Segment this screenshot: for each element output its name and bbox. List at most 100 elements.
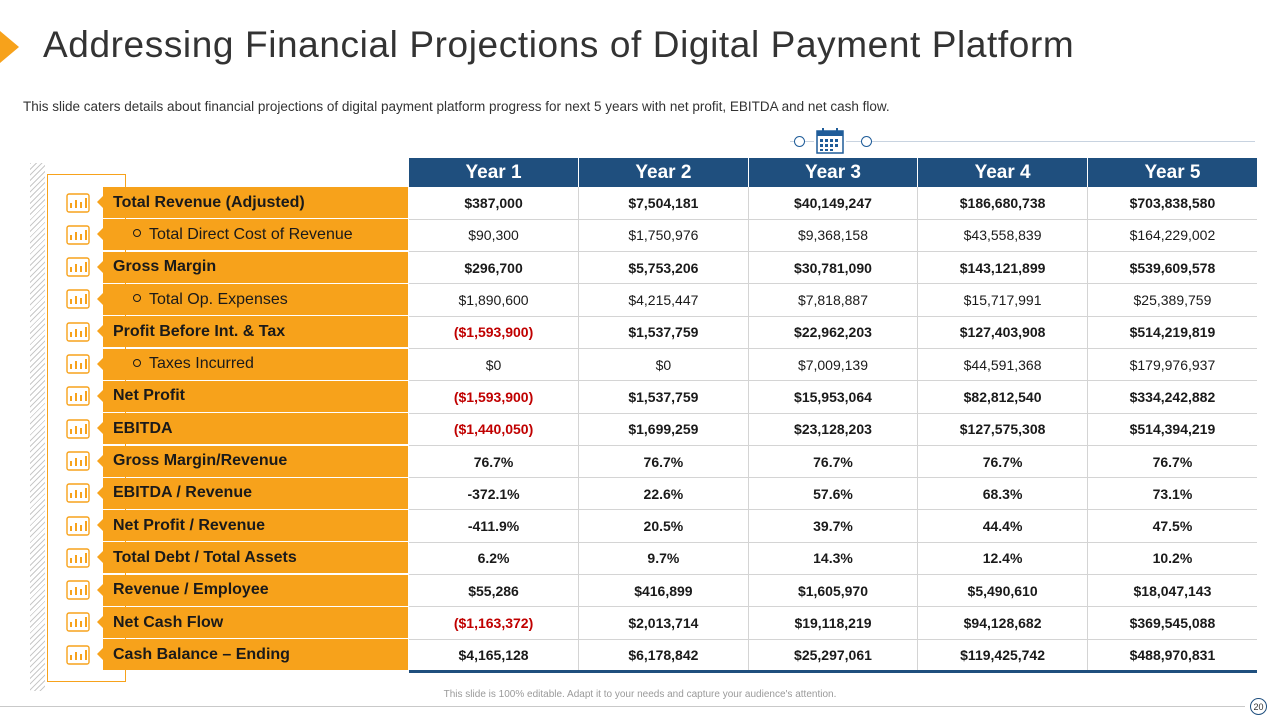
table-cell: $15,953,064 <box>748 380 919 414</box>
profit-icon <box>58 316 98 348</box>
row-label-text: Taxes Incurred <box>149 355 254 373</box>
table-cell: 14.3% <box>748 542 919 576</box>
table-cell: 57.6% <box>748 477 919 511</box>
projection-table: Year 1 Year 2 Year 3 Year 4 Year 5 $387,… <box>409 158 1257 673</box>
table-cell: $25,297,061 <box>748 639 919 673</box>
row-label: Net Profit <box>97 380 408 412</box>
assets-icon <box>58 542 98 574</box>
row-label-text: Gross Margin <box>113 258 217 276</box>
table-cell: $416,899 <box>578 574 749 608</box>
table-cell: $1,699,259 <box>578 413 749 446</box>
row-label-text: Net Profit / Revenue <box>113 516 266 534</box>
row-label: Taxes Incurred <box>97 348 408 380</box>
slide-subtitle: This slide caters details about financia… <box>23 99 890 114</box>
table-row: -411.9% 20.5% 39.7% 44.4% 47.5% <box>409 509 1257 543</box>
money-stack-icon <box>58 510 98 542</box>
table-cell: $0 <box>409 348 580 382</box>
table-cell: $90,300 <box>409 219 580 253</box>
revenue-chart-icon <box>58 187 98 219</box>
row-label-text: Total Op. Expenses <box>149 290 288 308</box>
table-cell: 22.6% <box>578 477 749 511</box>
footer-note: This slide is 100% editable. Adapt it to… <box>443 689 837 700</box>
table-row: ($1,440,050) $1,699,259 $23,128,203 $127,57… <box>409 413 1257 446</box>
title-marker <box>0 31 19 63</box>
hatch-decoration <box>30 163 45 691</box>
table-cell: $55,286 <box>409 574 580 608</box>
row-label: Total Debt / Total Assets <box>97 542 408 574</box>
row-label-text: EBITDA / Revenue <box>113 484 252 502</box>
table-cell: $43,558,839 <box>917 219 1088 253</box>
table-cell: $2,013,714 <box>578 606 749 640</box>
header-year-4: Year 4 <box>917 158 1088 187</box>
table-cell: $703,838,580 <box>1087 187 1257 220</box>
row-label-text: Cash Balance – Ending <box>113 645 290 663</box>
table-cell: 76.7% <box>409 445 580 479</box>
table-row: $296,700 $5,753,206 $30,781,090 $143,121,89… <box>409 251 1257 285</box>
expense-icon <box>58 283 98 315</box>
row-label: Total Direct Cost of Revenue <box>97 219 408 251</box>
table-cell: 10.2% <box>1087 542 1257 576</box>
table-cell: $4,215,447 <box>578 283 749 317</box>
table-cell: $18,047,143 <box>1087 574 1257 608</box>
table-cell: $1,537,759 <box>578 316 749 349</box>
table-cell: 12.4% <box>917 542 1088 576</box>
growth-chart-icon <box>58 413 98 445</box>
table-cell: $514,394,219 <box>1087 413 1257 446</box>
table-cell: $387,000 <box>409 187 580 220</box>
table-cell: $40,149,247 <box>748 187 919 220</box>
table-row: $55,286 $416,899 $1,605,970 $5,490,610 $18,0… <box>409 574 1257 608</box>
table-cell: $1,750,976 <box>578 219 749 253</box>
table-cell: $164,229,002 <box>1087 219 1257 253</box>
table-row: ($1,163,372) $2,013,714 $19,118,219 $94,128… <box>409 606 1257 640</box>
row-label: Net Profit / Revenue <box>97 510 408 542</box>
row-label: Profit Before Int. & Tax <box>97 316 408 348</box>
table-cell: $94,128,682 <box>917 606 1088 640</box>
row-label-text: Net Profit <box>113 387 185 405</box>
row-label-text: Total Direct Cost of Revenue <box>149 225 353 243</box>
row-label-text: Revenue / Employee <box>113 581 269 599</box>
calendar-icon <box>814 126 846 156</box>
cash-flow-icon <box>58 606 98 638</box>
header-year-2: Year 2 <box>578 158 749 187</box>
table-cell: $25,389,759 <box>1087 283 1257 317</box>
table-cell: $4,165,128 <box>409 639 580 673</box>
table-cell: 73.1% <box>1087 477 1257 511</box>
table-row: $387,000 $7,504,181 $40,149,247 $186,680,73… <box>409 187 1257 220</box>
table-cell: 47.5% <box>1087 509 1257 543</box>
table-header-row: Year 1 Year 2 Year 3 Year 4 Year 5 <box>409 158 1257 187</box>
table-cell: ($1,440,050) <box>409 413 580 446</box>
footer-line <box>0 706 1245 707</box>
row-label-text: Total Revenue (Adjusted) <box>113 193 305 211</box>
table-cell: $1,537,759 <box>578 380 749 414</box>
table-cell: 39.7% <box>748 509 919 543</box>
row-label: Revenue / Employee <box>97 574 408 606</box>
table-cell: $186,680,738 <box>917 187 1088 220</box>
table-cell: $1,890,600 <box>409 283 580 317</box>
table-cell: $44,591,368 <box>917 348 1088 382</box>
table-cell: $334,242,882 <box>1087 380 1257 414</box>
table-cell: $82,812,540 <box>917 380 1088 414</box>
table-cell: $127,403,908 <box>917 316 1088 349</box>
table-row: $4,165,128 $6,178,842 $25,297,061 $119,425,… <box>409 639 1257 673</box>
table-cell: $9,368,158 <box>748 219 919 253</box>
header-year-3: Year 3 <box>748 158 919 187</box>
row-label: EBITDA <box>97 413 408 445</box>
table-cell: $119,425,742 <box>917 639 1088 673</box>
row-label-text: Net Cash Flow <box>113 613 224 631</box>
table-cell: 76.7% <box>917 445 1088 479</box>
table-cell: $19,118,219 <box>748 606 919 640</box>
table-cell: 76.7% <box>1087 445 1257 479</box>
coins-icon <box>58 380 98 412</box>
table-cell: $514,219,819 <box>1087 316 1257 349</box>
table-cell: $0 <box>578 348 749 382</box>
table-cell: 68.3% <box>917 477 1088 511</box>
header-year-1: Year 1 <box>409 158 580 187</box>
row-label: Total Revenue (Adjusted) <box>97 187 408 219</box>
chart-coins-icon <box>58 477 98 509</box>
row-label: Net Cash Flow <box>97 607 408 638</box>
table-cell: $6,178,842 <box>578 639 749 673</box>
table-cell: ($1,593,900) <box>409 380 580 414</box>
table-cell: $127,575,308 <box>917 413 1088 446</box>
divider-dot-right <box>861 136 872 147</box>
table-cell: $296,700 <box>409 251 580 285</box>
